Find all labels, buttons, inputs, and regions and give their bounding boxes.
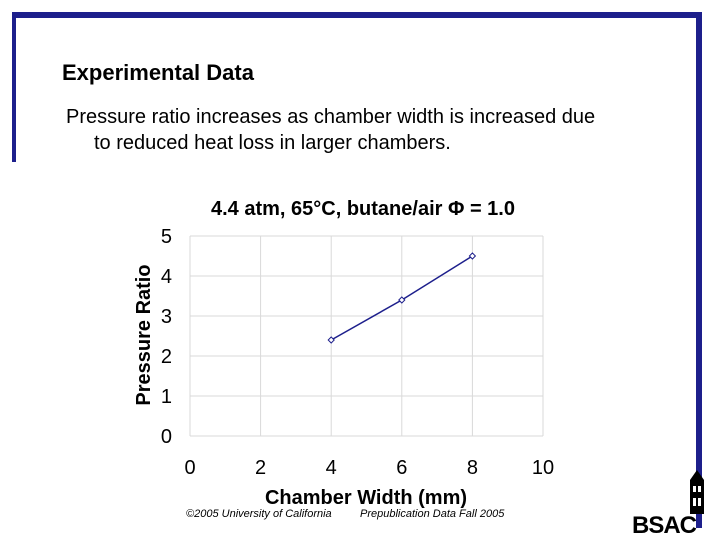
y-tick-label-3: 3 — [161, 306, 172, 328]
x-tick-label-1: 2 — [255, 457, 266, 479]
slide-body-text: Pressure ratio increases as chamber widt… — [66, 106, 596, 154]
x-tick-label-0: 0 — [184, 457, 195, 479]
footer-prepublication-note: Prepublication Data Fall 2005 — [360, 508, 505, 520]
y-tick-label-5: 5 — [161, 226, 172, 248]
chart-title: 4.4 atm, 65°C, butane/air Φ = 1.0 — [211, 198, 515, 220]
plot-area — [190, 236, 543, 436]
y-tick-label-0: 0 — [161, 426, 172, 448]
series-layer — [327, 252, 477, 344]
y-tick-label-4: 4 — [161, 266, 172, 288]
data-point-0-2 — [468, 252, 477, 260]
x-tick-label-2: 4 — [326, 457, 337, 479]
bsac-logo — [690, 470, 704, 514]
x-tick-label-3: 6 — [396, 457, 407, 479]
data-point-0-0 — [327, 336, 335, 344]
y-tick-label-1: 1 — [161, 386, 172, 408]
x-axis-label: Chamber Width (mm) — [265, 487, 467, 509]
slide-title: Experimental Data — [62, 60, 254, 85]
footer-copyright: ©2005 University of California — [186, 508, 332, 520]
x-tick-label-4: 8 — [467, 457, 478, 479]
data-point-0-1 — [398, 296, 406, 304]
slide-border — [12, 12, 702, 528]
x-tick-label-5: 10 — [532, 457, 554, 479]
campanile-tower-icon — [690, 470, 704, 514]
bsac-logo-text: BSAC — [632, 512, 697, 539]
tick-labels: 0 2 4 6 8 10 0 1 2 3 4 5 — [161, 226, 554, 479]
y-tick-label-2: 2 — [161, 346, 172, 368]
gridlines — [189, 235, 544, 437]
slide-border-left-accent — [12, 12, 16, 162]
y-axis-label: Pressure Ratio — [133, 264, 155, 405]
